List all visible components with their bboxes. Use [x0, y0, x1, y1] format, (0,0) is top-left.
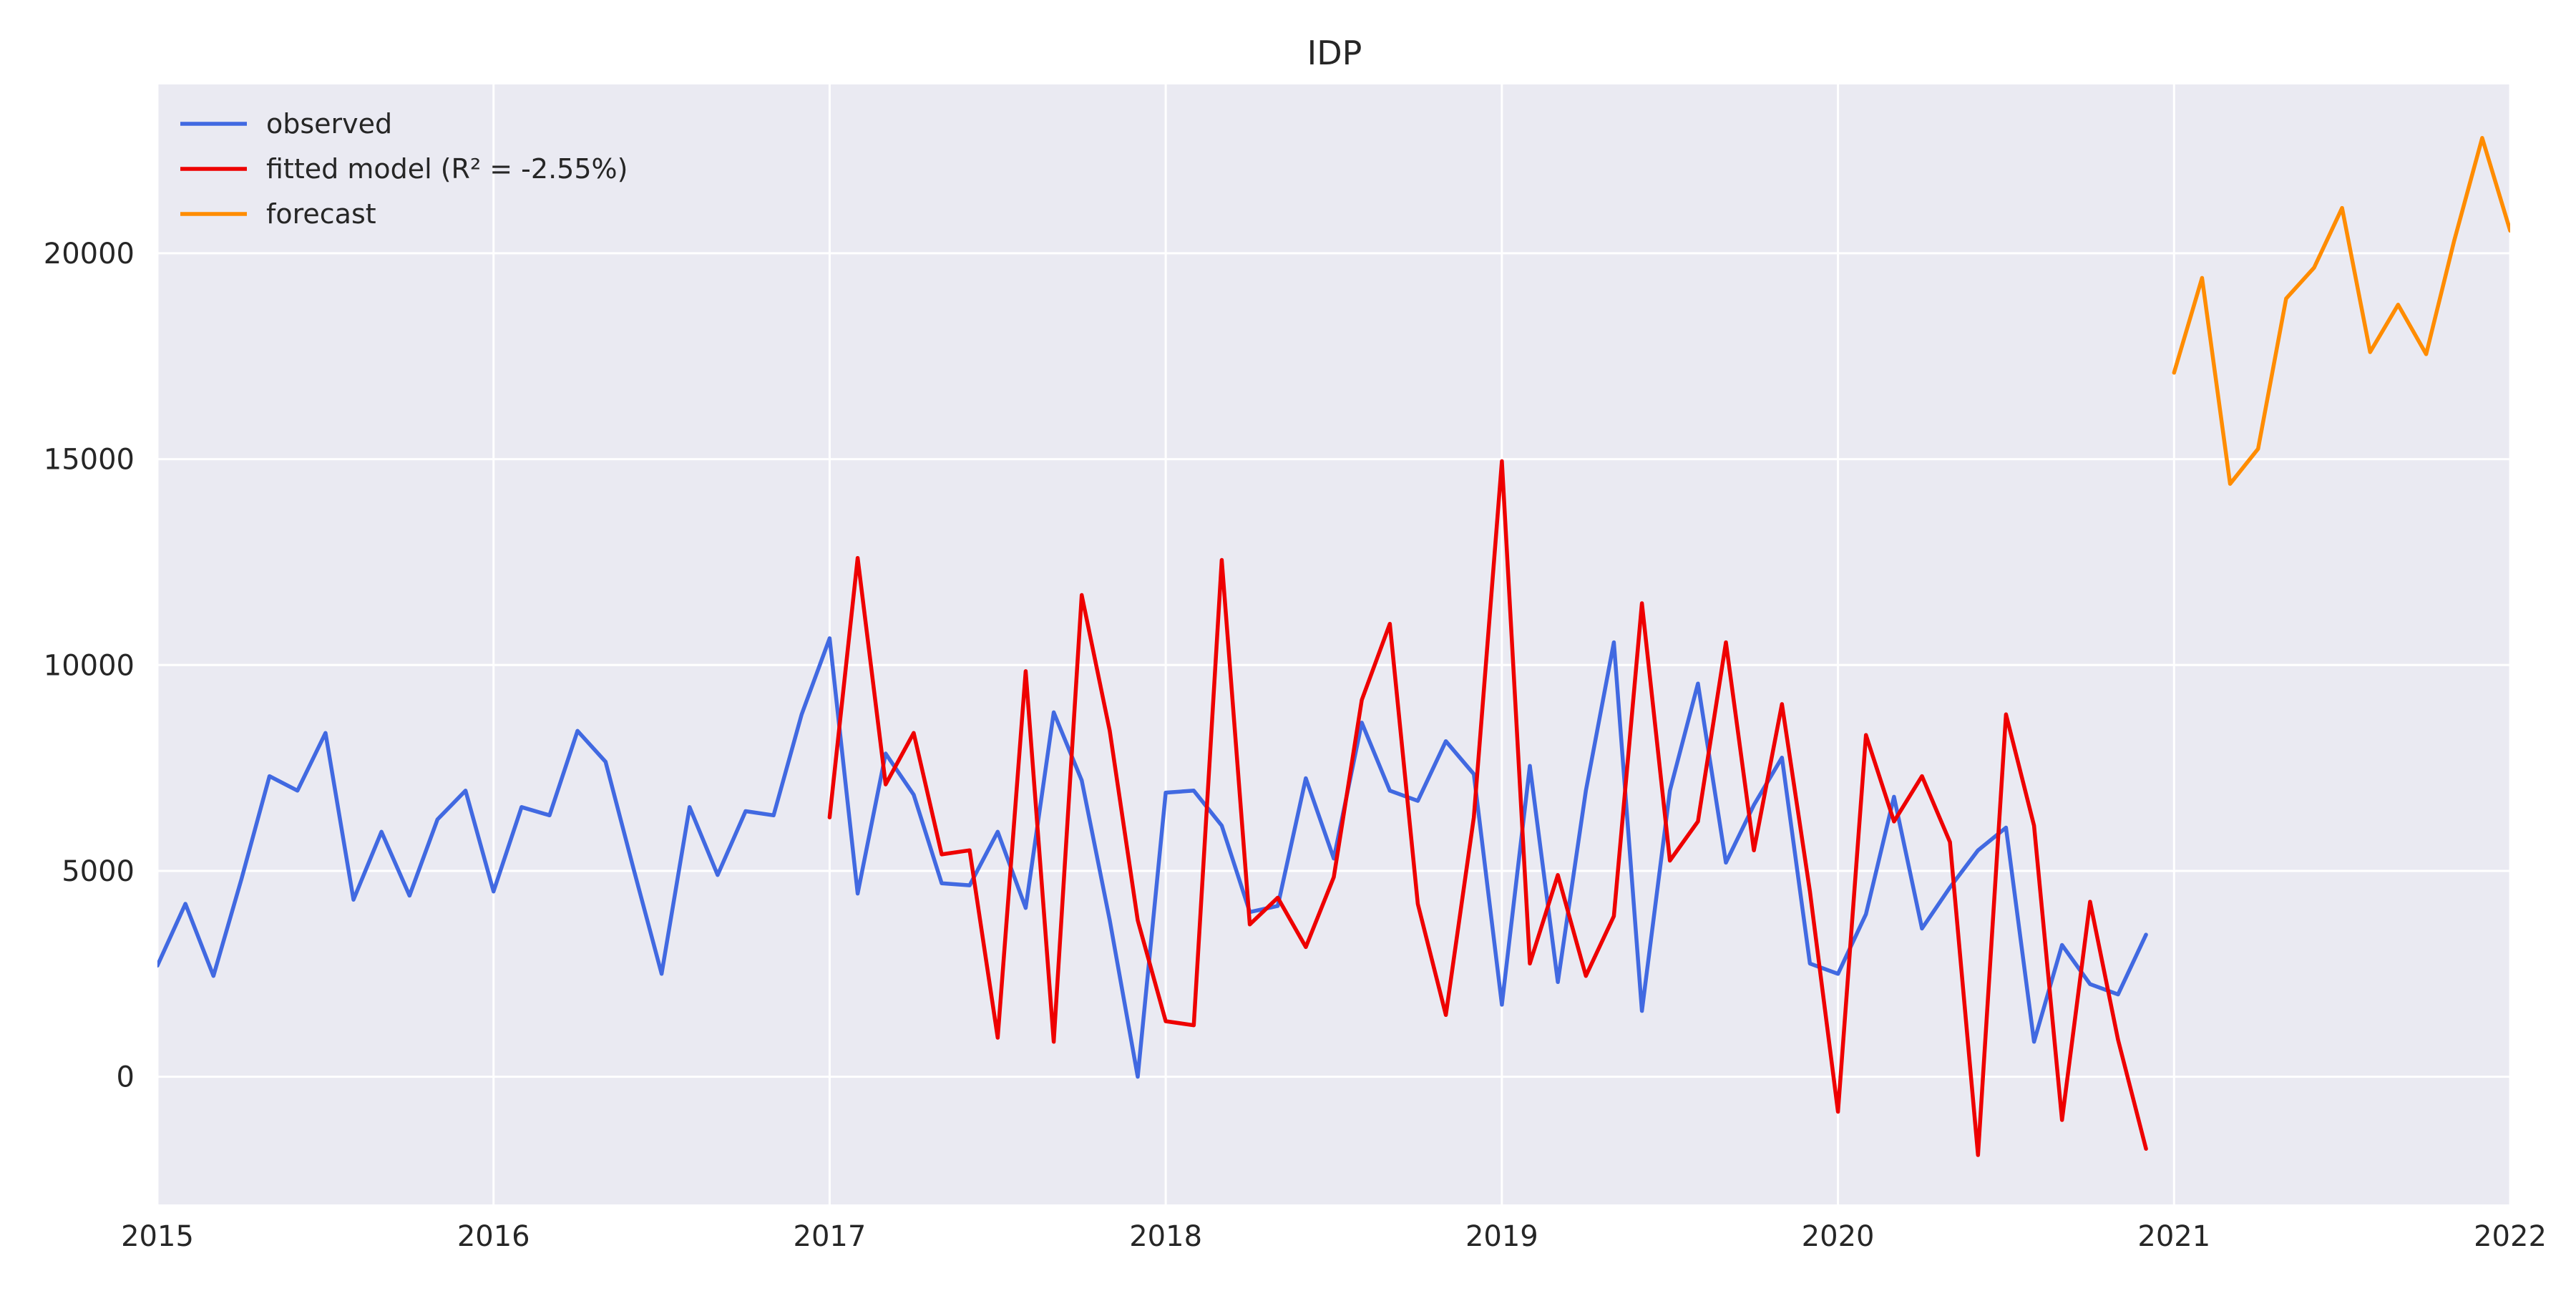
legend-label: forecast	[266, 198, 376, 230]
legend-label: observed	[266, 108, 392, 140]
legend-label: fitted model (R² = -2.55%)	[266, 153, 628, 185]
y-tick-label: 10000	[44, 649, 135, 682]
series-line-fitted	[827, 459, 2148, 1157]
series-line-observed	[157, 636, 2148, 1079]
x-tick-label: 2019	[1465, 1220, 1538, 1253]
x-tick-label: 2022	[2474, 1220, 2547, 1253]
chart-legend: observed fitted model (R² = -2.55%) foreca…	[180, 108, 628, 230]
x-tick-label: 2016	[457, 1220, 530, 1253]
y-tick-label: 5000	[62, 855, 135, 888]
y-tick-label: 20000	[44, 238, 135, 271]
y-tick-label: 15000	[44, 444, 135, 477]
y-tick-label: 0	[117, 1061, 135, 1094]
chart-title: IDP	[1307, 34, 1362, 72]
x-tick-label: 2018	[1129, 1220, 1202, 1253]
x-tick-label: 2015	[121, 1220, 194, 1253]
x-tick-label: 2017	[794, 1220, 867, 1253]
x-tick-label: 2020	[1802, 1220, 1875, 1253]
plot-area	[157, 84, 2510, 1204]
x-tick-label: 2021	[2137, 1220, 2210, 1253]
series-line-forecast	[2172, 136, 2510, 486]
